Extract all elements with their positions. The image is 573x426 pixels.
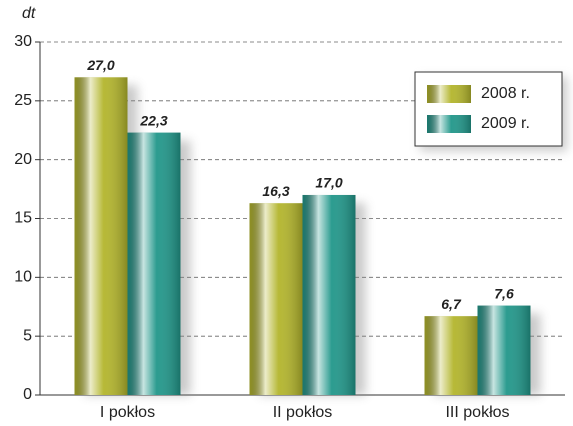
y-tick-label: 0 xyxy=(23,386,32,403)
legend-label: 2009 r. xyxy=(481,115,530,132)
bar-highlight xyxy=(477,305,531,395)
legend xyxy=(414,71,563,147)
y-tick-label: 5 xyxy=(23,327,32,344)
y-axis-label: dt xyxy=(22,5,36,22)
y-tick-label: 20 xyxy=(14,151,32,168)
y-tick-label: 30 xyxy=(14,33,32,50)
value-label: 7,6 xyxy=(494,285,514,301)
legend-swatch-highlight xyxy=(427,115,471,133)
bar-highlight xyxy=(424,316,478,395)
bar-highlight xyxy=(127,132,181,395)
value-label: 27,0 xyxy=(86,57,114,73)
value-label: 6,7 xyxy=(441,296,462,312)
value-label: 16,3 xyxy=(262,183,289,199)
bar-highlight xyxy=(74,77,128,396)
bar-highlight xyxy=(249,203,303,395)
value-label: 22,3 xyxy=(139,112,167,128)
legend-label: 2008 r. xyxy=(481,85,530,102)
value-label: 17,0 xyxy=(315,175,342,191)
legend-swatch-highlight xyxy=(427,85,471,103)
bar-highlight xyxy=(302,194,356,395)
y-tick-label: 10 xyxy=(14,269,32,286)
x-tick-label: I pokłos xyxy=(100,404,155,421)
x-tick-label: III pokłos xyxy=(445,404,509,421)
x-tick-label: II pokłos xyxy=(273,404,333,421)
y-tick-label: 15 xyxy=(14,210,32,227)
y-tick-label: 25 xyxy=(14,92,32,109)
